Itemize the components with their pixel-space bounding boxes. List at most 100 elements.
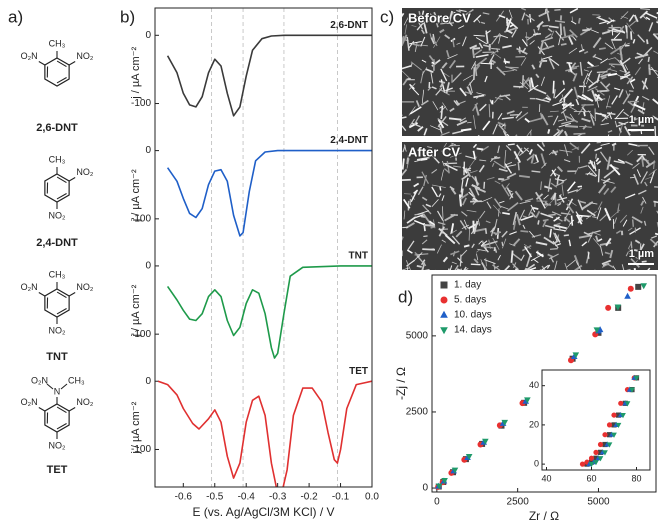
sem-texture [631, 216, 643, 224]
marker [588, 455, 595, 461]
sem-texture [464, 91, 471, 95]
sem-texture [589, 159, 596, 170]
sem-texture [455, 99, 460, 106]
sem-texture [433, 36, 441, 49]
sem-texture [561, 94, 565, 102]
sem-texture [535, 210, 541, 219]
sem-texture [504, 149, 507, 164]
sem-texture [541, 142, 546, 147]
sem-texture [560, 212, 571, 216]
sem-texture [524, 263, 536, 270]
sem-texture [463, 219, 469, 229]
sem-texture [520, 57, 527, 66]
sem-texture [480, 145, 489, 152]
sem-texture [642, 196, 647, 204]
sem-texture [460, 179, 464, 193]
sem-texture [501, 116, 514, 120]
sem-texture [605, 83, 611, 89]
sem-texture [518, 174, 530, 179]
sem-texture [440, 131, 450, 136]
sem-texture [502, 211, 510, 215]
sem-texture [610, 186, 617, 194]
sem-texture [450, 223, 455, 234]
sem-texture [483, 181, 486, 189]
sem-texture [607, 68, 618, 72]
sem-texture [415, 100, 420, 107]
sem-texture [593, 161, 597, 172]
legend-label: 5. days [454, 295, 486, 306]
sem-texture [544, 224, 555, 229]
sem-texture [402, 116, 407, 119]
sem-texture [439, 186, 442, 191]
sem-texture [553, 232, 561, 243]
sem-texture [565, 115, 579, 123]
sem-texture [479, 103, 487, 112]
sem-texture [650, 66, 658, 77]
sem-texture [601, 262, 610, 268]
sem-texture [608, 63, 621, 66]
sem-texture [421, 59, 427, 63]
sem-texture [484, 228, 488, 234]
substituent: N [54, 386, 61, 396]
sem-texture [513, 150, 522, 164]
sem-texture [466, 86, 473, 96]
sem-texture [527, 267, 537, 270]
sem-texture [543, 236, 556, 245]
sem-texture [498, 168, 508, 172]
sem-texture [571, 146, 580, 151]
sem-texture [567, 62, 577, 73]
sem-texture [549, 228, 552, 238]
sem-texture [563, 159, 571, 163]
sem-texture [421, 89, 424, 104]
sem-texture [416, 19, 423, 30]
sem-texture [560, 109, 567, 114]
sem-texture [627, 100, 635, 107]
sem-texture [619, 69, 626, 73]
sem-texture [652, 98, 658, 105]
sem-texture [501, 241, 504, 246]
marker [593, 460, 599, 466]
sem-texture [626, 76, 634, 85]
marker [602, 432, 608, 438]
sem-texture [403, 198, 411, 209]
sem-texture [530, 211, 537, 218]
sem-texture [506, 29, 513, 34]
sem-texture [431, 169, 438, 174]
sem-texture [440, 22, 455, 25]
sem-texture [535, 251, 545, 258]
sem-texture [632, 162, 640, 169]
sem-texture [423, 235, 428, 238]
x-tick-label: -0.5 [206, 492, 224, 503]
sem-texture [411, 122, 421, 128]
sem-texture [525, 13, 535, 22]
sem-texture [578, 103, 586, 115]
inset-x-tick-label: 60 [586, 473, 596, 483]
sem-texture [645, 160, 656, 169]
sem-texture [628, 14, 635, 22]
sem-texture [601, 259, 612, 265]
sem-texture [552, 240, 559, 249]
sem-texture [610, 209, 621, 219]
sem-texture [566, 259, 576, 268]
sem-texture [633, 103, 646, 111]
sem-texture [498, 14, 506, 19]
marker [465, 453, 473, 460]
sem-texture [528, 230, 536, 238]
sem-texture [561, 184, 564, 196]
sem-texture [550, 182, 558, 188]
sem-texture [457, 100, 466, 105]
sem-texture [611, 142, 617, 147]
sem-texture [531, 170, 541, 173]
legend-marker [440, 296, 448, 304]
sem-texture [456, 268, 462, 270]
sem-texture [501, 230, 508, 238]
sem-texture [406, 36, 410, 51]
sem-texture [516, 47, 528, 55]
sem-texture [540, 153, 547, 167]
molecule-name: TNT [46, 351, 68, 363]
sem-texture [424, 223, 436, 227]
double-bond [56, 76, 67, 84]
sem-texture [476, 92, 486, 96]
sem-texture [491, 47, 501, 50]
sem-texture [466, 209, 477, 213]
